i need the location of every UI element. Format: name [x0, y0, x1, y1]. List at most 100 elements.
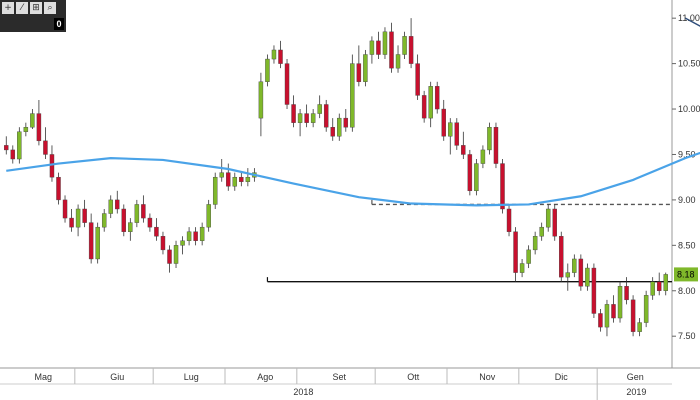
candle-down — [513, 231, 518, 273]
candle-down — [167, 249, 172, 264]
candle-down — [330, 127, 335, 137]
candle-down — [69, 217, 74, 228]
candle-up — [382, 31, 388, 55]
candle-down — [49, 154, 55, 178]
candle-up — [265, 58, 270, 82]
candle-down — [239, 176, 244, 182]
drawing-count-badge: 0 — [54, 18, 64, 30]
candle-up — [206, 204, 211, 228]
candle-down — [56, 176, 61, 201]
candle-up — [30, 113, 35, 128]
candle-up — [297, 113, 303, 123]
candle-up — [585, 267, 590, 287]
candle-down — [500, 163, 505, 210]
candle-up — [337, 117, 342, 137]
last-price-box — [674, 267, 698, 282]
candle-up — [17, 131, 22, 160]
candle-down — [591, 267, 597, 314]
candle-down — [43, 140, 48, 155]
candle-up — [663, 274, 668, 291]
candle-up — [101, 213, 107, 228]
candle-up — [23, 127, 29, 132]
candle-down — [559, 236, 564, 278]
pen-icon[interactable]: ⁄ — [16, 2, 28, 14]
x-tick-label: Nov — [479, 372, 496, 382]
crosshair-icon[interactable]: + — [2, 2, 14, 14]
candle-down — [278, 49, 283, 64]
candle-up — [604, 304, 610, 328]
y-tick-label: 8.50 — [678, 240, 696, 250]
candle-up — [95, 226, 100, 260]
candle-up — [180, 240, 185, 246]
candle-up — [108, 199, 113, 214]
candle-up — [75, 208, 81, 228]
candle-down — [82, 208, 87, 223]
candle-down — [343, 117, 349, 128]
candle-up — [428, 86, 433, 119]
candle-down — [467, 154, 473, 192]
moving-average-line — [6, 151, 700, 207]
candle-down — [408, 36, 414, 64]
candle-up — [526, 249, 531, 264]
candle-down — [154, 226, 159, 237]
candle-up — [650, 281, 655, 296]
candle-up — [395, 54, 401, 69]
candle-up — [617, 286, 623, 319]
candle-down — [461, 145, 466, 155]
candle-down — [323, 104, 329, 128]
candle-down — [598, 313, 603, 328]
candle-up — [128, 222, 133, 232]
x-tick-label: Gen — [627, 372, 644, 382]
candle-down — [454, 122, 460, 146]
candle-up — [572, 258, 577, 273]
candle-up — [637, 322, 642, 332]
candle-up — [643, 295, 649, 323]
candle-down — [493, 127, 499, 164]
year-label: 2018 — [293, 387, 313, 397]
y-tick-label: 9.00 — [678, 195, 696, 205]
x-tick-label: Set — [333, 372, 347, 382]
candle-up — [186, 231, 192, 241]
candle-down — [389, 31, 394, 69]
y-tick-label: 10.50 — [678, 59, 700, 69]
candle-down — [656, 281, 662, 291]
candle-down — [421, 95, 427, 119]
candle-down — [506, 208, 512, 232]
candle-down — [147, 217, 153, 228]
candle-up — [219, 172, 224, 178]
candle-up — [474, 163, 479, 192]
candle-up — [258, 81, 264, 119]
candle-down — [160, 236, 166, 251]
candle-up — [199, 226, 205, 241]
candle-down — [121, 208, 127, 232]
y-tick-label: 8.00 — [678, 286, 696, 296]
x-tick-label: Lug — [184, 372, 199, 382]
candle-up — [310, 113, 316, 123]
x-tick-label: Giu — [110, 372, 124, 382]
candle-down — [630, 299, 636, 332]
candle-down — [552, 208, 557, 237]
candle-down — [62, 199, 68, 219]
candle-down — [226, 172, 231, 187]
x-tick-label: Ago — [257, 372, 273, 382]
candle-down — [578, 258, 584, 287]
candle-down — [356, 63, 362, 82]
candle-down — [4, 145, 9, 151]
candle-up — [173, 245, 179, 264]
y-tick-label: 10.00 — [678, 104, 700, 114]
candle-up — [565, 272, 571, 278]
candle-down — [434, 86, 440, 110]
candle-down — [141, 204, 146, 219]
magnifier-icon[interactable]: ⌕ — [44, 2, 56, 14]
candle-down — [284, 63, 290, 105]
grid-icon[interactable]: ⊞ — [30, 2, 42, 14]
candle-up — [402, 36, 407, 55]
candle-up — [232, 176, 238, 187]
candle-up — [519, 263, 525, 273]
candle-up — [545, 208, 551, 228]
candle-down — [441, 108, 446, 137]
candle-down — [193, 231, 198, 241]
candle-down — [115, 199, 120, 210]
candle-up — [532, 236, 538, 251]
